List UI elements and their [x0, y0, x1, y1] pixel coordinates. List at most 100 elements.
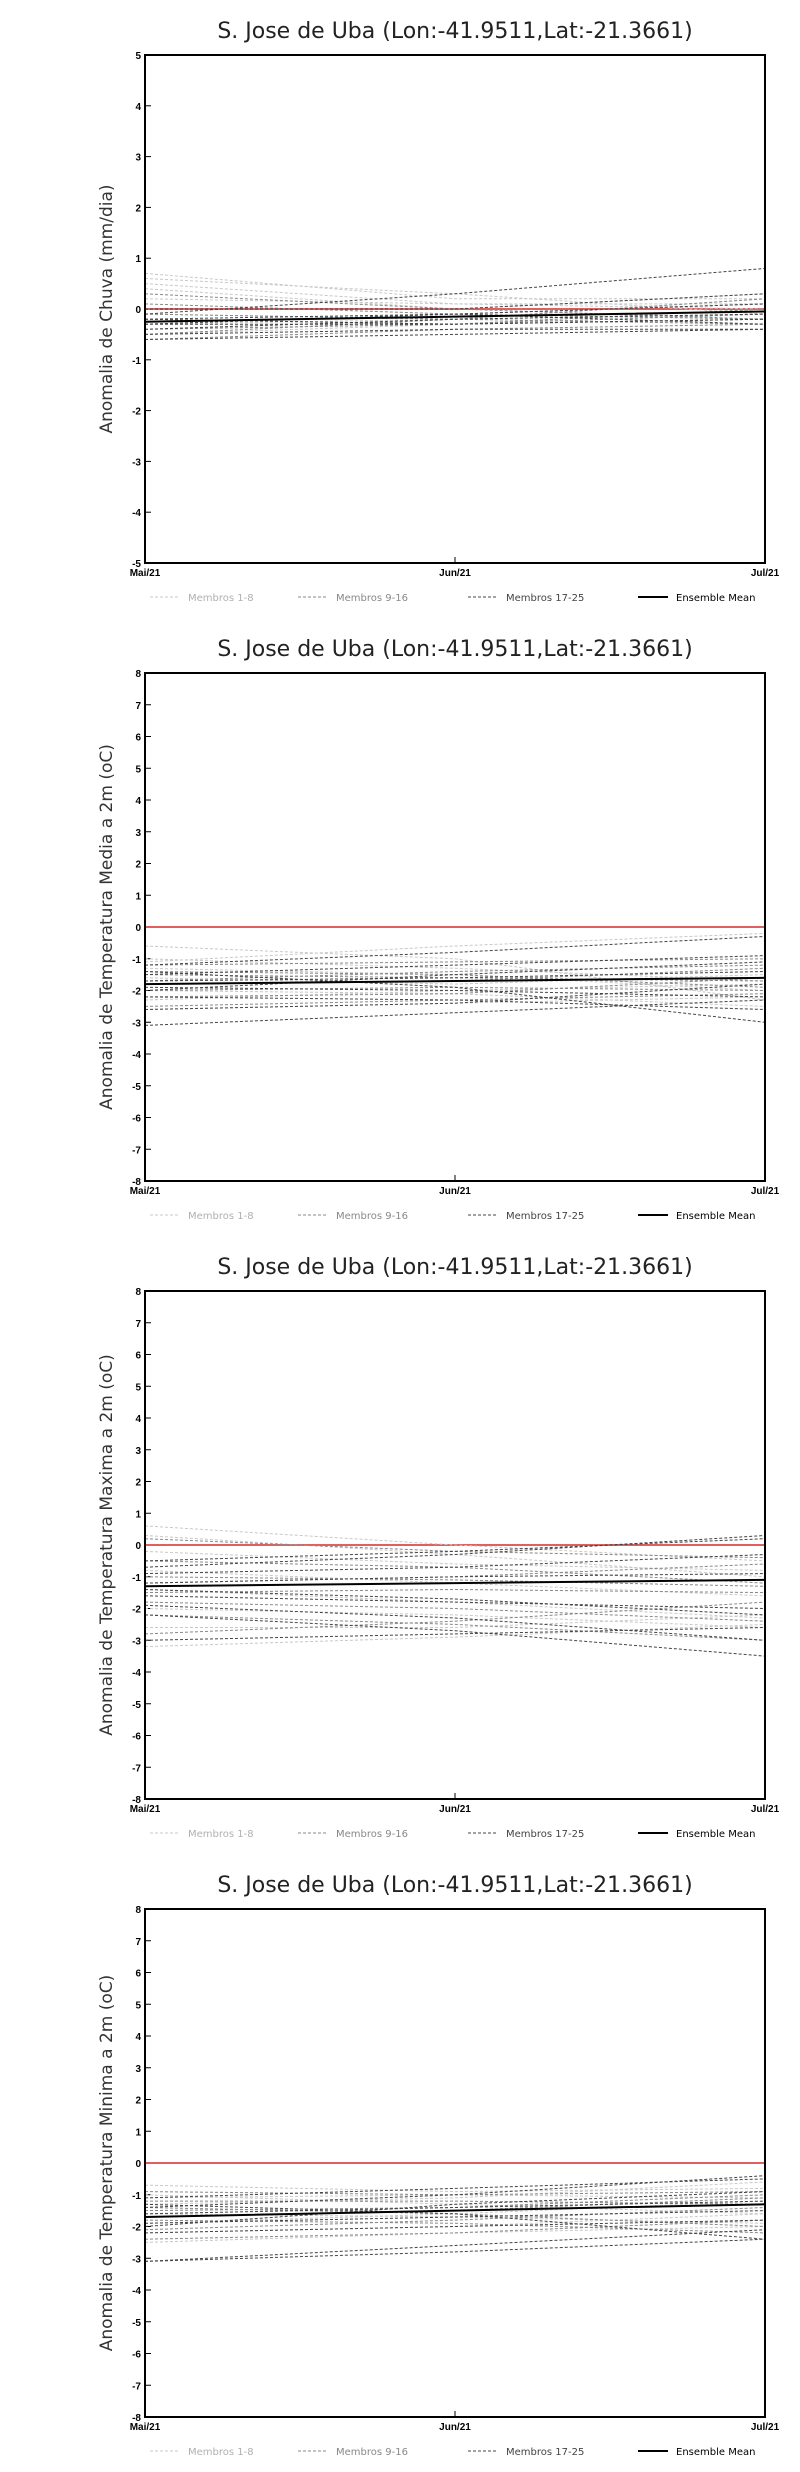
y-tick-label: -5 [132, 1700, 141, 1711]
y-tick-label: -3 [132, 457, 141, 468]
y-tick-label: 7 [135, 701, 141, 712]
member-series-line [144, 999, 766, 1026]
member-series-line [144, 936, 766, 966]
member-series-line [144, 2175, 766, 2208]
legend-label: Membros 9-16 [336, 1211, 408, 1222]
member-series-line [144, 1627, 766, 1641]
y-tick-label: -2 [132, 1605, 141, 1616]
legend-label: Membros 1-8 [188, 593, 254, 604]
y-tick-label: 5 [135, 51, 141, 62]
member-series-line [144, 2207, 766, 2231]
y-tick-label: 3 [135, 1446, 141, 1457]
y-tick-label: -2 [132, 987, 141, 998]
x-tick-label: Jul/21 [751, 2422, 780, 2433]
plot-frame [144, 672, 766, 1182]
member-series-line [144, 945, 766, 1001]
y-tick-label: 4 [135, 102, 141, 113]
member-series-line [144, 328, 766, 340]
y-tick-label: -3 [132, 2254, 141, 2265]
ensemble-mean-line [144, 2203, 766, 2218]
member-series-line [144, 955, 766, 976]
ensemble-mean-line [144, 976, 766, 986]
y-tick-label: 0 [135, 1541, 141, 1552]
member-series-line [144, 1601, 766, 1622]
member-series-line [144, 2219, 766, 2234]
member-series-line [144, 313, 766, 330]
member-series-line [144, 2181, 766, 2205]
legend-label: Membros 9-16 [336, 2447, 408, 2458]
y-tick-label: -6 [132, 2350, 141, 2361]
x-tick-label: Mai/21 [130, 568, 161, 579]
y-tick-label: 1 [135, 254, 141, 265]
y-tick-label: 1 [135, 1509, 141, 1520]
y-tick-label: -7 [132, 2381, 141, 2392]
member-series-line [144, 2219, 766, 2234]
y-axis-label: Anomalia de Chuva (mm/dia) [97, 184, 117, 433]
legend-label: Membros 9-16 [336, 593, 408, 604]
legend-label: Membros 17-25 [506, 2447, 584, 2458]
y-tick-label: -3 [132, 1636, 141, 1647]
y-tick-label: 8 [135, 669, 141, 680]
plot-frame [144, 54, 766, 564]
y-tick-label: 7 [135, 1937, 141, 1948]
y-tick-label: -1 [132, 955, 141, 966]
y-tick-label: 1 [135, 891, 141, 902]
member-series-line [144, 328, 765, 335]
y-tick-label: 3 [135, 153, 141, 164]
y-tick-label: -8 [132, 2413, 141, 2424]
chart-title: S. Jose de Uba (Lon:-41.9511,Lat:-21.366… [217, 637, 692, 662]
legend-item: Membros 1-8 [150, 1829, 254, 1840]
y-tick-label: 0 [135, 2159, 141, 2170]
legend-item: Ensemble Mean [638, 2447, 755, 2458]
y-axis-label: Anomalia de Temperatura Media a 2m (oC) [97, 744, 117, 1110]
legend-label: Membros 1-8 [188, 1211, 254, 1222]
y-tick-label: -3 [132, 1018, 141, 1029]
member-series-line [144, 2210, 766, 2224]
legend-item: Membros 9-16 [298, 1829, 408, 1840]
legend-item: Membros 1-8 [150, 593, 254, 604]
y-tick-label: 3 [135, 2064, 141, 2075]
y-tick-label: 1 [135, 2127, 141, 2138]
chart-panel-4: S. Jose de Uba (Lon:-41.9511,Lat:-21.366… [97, 1873, 780, 2458]
x-tick-label: Mai/21 [130, 1804, 161, 1815]
legend-item: Ensemble Mean [638, 1829, 755, 1840]
y-axis-label: Anomalia de Temperatura Maxima a 2m (oC) [97, 1354, 117, 1736]
member-series-line [144, 964, 766, 982]
legend-label: Ensemble Mean [676, 593, 755, 604]
member-series-line [144, 2229, 766, 2262]
member-series-line [144, 1538, 766, 1562]
chart-title: S. Jose de Uba (Lon:-41.9511,Lat:-21.366… [217, 1873, 692, 1898]
y-tick-label: 5 [135, 764, 141, 775]
legend-label: Membros 17-25 [506, 1829, 584, 1840]
y-tick-label: 3 [135, 828, 141, 839]
legend-label: Membros 1-8 [188, 2447, 254, 2458]
legend-item: Membros 9-16 [298, 1211, 408, 1222]
x-tick-label: Jun/21 [439, 568, 471, 579]
x-tick-label: Jul/21 [751, 1186, 780, 1197]
y-tick-label: -5 [132, 559, 141, 570]
y-tick-label: -5 [132, 2318, 141, 2329]
member-series-line [144, 996, 766, 1010]
x-tick-label: Mai/21 [130, 1186, 161, 1197]
member-series-line [144, 2184, 766, 2193]
legend-label: Ensemble Mean [676, 1829, 755, 1840]
member-series-line [144, 1576, 766, 1587]
y-tick-label: 2 [135, 1478, 141, 1489]
legend-item: Membros 17-25 [468, 1211, 584, 1222]
legend-label: Ensemble Mean [676, 2447, 755, 2458]
y-tick-label: 6 [135, 1351, 141, 1362]
chart-panel-2: S. Jose de Uba (Lon:-41.9511,Lat:-21.366… [97, 637, 780, 1222]
y-tick-label: 2 [135, 860, 141, 871]
member-series-line [144, 932, 766, 963]
member-series-line [144, 2191, 766, 2227]
legend-item: Membros 17-25 [468, 593, 584, 604]
member-series-line [145, 1614, 766, 1628]
member-series-line [144, 272, 765, 300]
member-series-line [144, 983, 766, 1001]
member-series-line [144, 323, 766, 340]
member-series-line [144, 1623, 766, 1648]
member-series-line [144, 958, 766, 982]
member-series-line [144, 1554, 766, 1575]
x-tick-label: Jul/21 [751, 568, 780, 579]
